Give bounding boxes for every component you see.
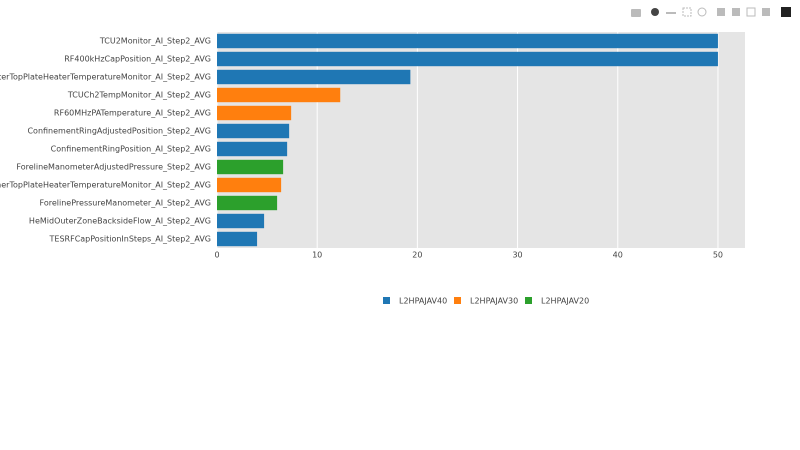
y-tick-label: RF60MHzPATemperature_AI_Step2_AVG — [54, 109, 211, 118]
y-tick-label: ConfinementRingAdjustedPosition_Step2_AV… — [27, 127, 211, 136]
legend-swatch[interactable] — [525, 297, 532, 304]
zoom-out-icon[interactable] — [732, 8, 740, 16]
bar — [217, 87, 341, 103]
modebar — [631, 7, 791, 17]
reset-icon[interactable] — [762, 8, 770, 16]
bar — [217, 231, 258, 247]
y-tick-label: HeMidOuterZoneBacksideFlow_AI_Step2_AVG — [29, 217, 211, 226]
legend-label[interactable]: L2HPAJAV30 — [470, 297, 518, 306]
bar — [217, 141, 288, 157]
bar — [217, 105, 292, 121]
plotly-logo[interactable] — [781, 7, 791, 17]
bar — [217, 51, 718, 67]
legend-label[interactable]: L2HPAJAV20 — [541, 297, 589, 306]
legend-swatch[interactable] — [454, 297, 461, 304]
bar — [217, 69, 411, 85]
y-tick-label: InnerTopPlateHeaterTemperatureMonitor_AI… — [0, 181, 211, 190]
x-tick-label: 20 — [412, 251, 422, 260]
legend-swatch[interactable] — [383, 297, 390, 304]
y-tick-label: ConfinementRingPosition_AI_Step2_AVG — [51, 145, 211, 154]
y-tick-label: TCU2Monitor_AI_Step2_AVG — [99, 37, 211, 46]
zoom-in-icon[interactable] — [717, 8, 725, 16]
select-icon[interactable] — [682, 7, 692, 17]
plot-background — [217, 32, 745, 248]
lasso-icon[interactable] — [697, 7, 707, 17]
bar — [217, 33, 718, 49]
x-tick-label: 50 — [713, 251, 723, 260]
bar — [217, 195, 278, 211]
y-tick-label: ForelinePressureManometer_AI_Step2_AVG — [40, 199, 211, 208]
y-tick-label: OuterTopPlateHeaterTemperatureMonitor_AI… — [0, 73, 211, 82]
bar — [217, 177, 282, 193]
bar — [217, 123, 290, 139]
y-tick-label: ForelineManometerAdjustedPressure_Step2_… — [16, 163, 211, 172]
camera-icon[interactable] — [631, 9, 641, 17]
legend-label[interactable]: L2HPAJAV40 — [399, 297, 447, 306]
x-tick-label: 10 — [312, 251, 322, 260]
pan-icon[interactable] — [666, 12, 676, 14]
x-tick-label: 40 — [613, 251, 623, 260]
x-tick-label: 0 — [214, 251, 219, 260]
autoscale-icon[interactable] — [746, 7, 756, 17]
y-tick-label: TCUCh2TempMonitor_AI_Step2_AVG — [67, 91, 211, 100]
bar — [217, 213, 265, 229]
bar — [217, 159, 284, 175]
x-tick-label: 30 — [512, 251, 522, 260]
zoom-icon[interactable] — [651, 8, 659, 16]
y-tick-label: TESRFCapPositionInSteps_AI_Step2_AVG — [49, 235, 211, 244]
y-tick-label: RF400kHzCapPosition_AI_Step2_AVG — [64, 55, 211, 64]
